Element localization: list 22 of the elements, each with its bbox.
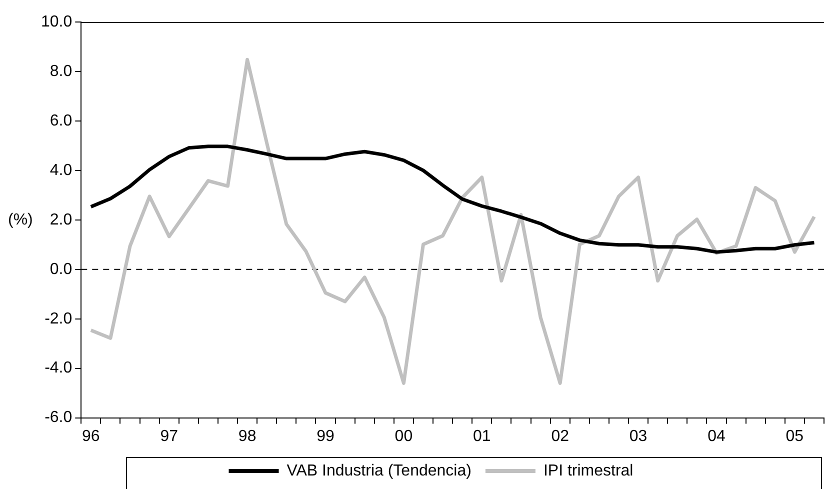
y-tick-label: 8.0 <box>50 62 72 80</box>
y-axis-title: (%) <box>8 211 33 228</box>
x-tick-label: 00 <box>394 428 413 445</box>
x-tick-label: 96 <box>82 428 100 445</box>
y-tick-label: 4.0 <box>50 162 72 179</box>
legend-label: VAB Industria (Tendencia) <box>286 462 472 480</box>
y-tick-label: -2.0 <box>44 310 72 328</box>
x-tick-label: 97 <box>160 428 178 445</box>
x-tick-label: 05 <box>786 428 804 445</box>
y-tick-label: 0.0 <box>50 260 72 278</box>
y-tick-label: 6.0 <box>50 112 72 130</box>
x-tick-label: 98 <box>238 428 256 445</box>
legend-label: IPI trimestral <box>543 462 634 480</box>
x-tick-label: 03 <box>629 428 648 445</box>
x-tick-label: 01 <box>472 428 491 445</box>
y-tick-label: 2.0 <box>50 211 72 228</box>
y-tick-label: -6.0 <box>44 409 72 426</box>
x-tick-label: 99 <box>316 428 334 445</box>
x-tick-label: 04 <box>708 428 726 445</box>
y-tick-label: -4.0 <box>44 360 72 377</box>
x-tick-label: 02 <box>551 428 570 445</box>
y-tick-label: 10.0 <box>41 13 72 30</box>
